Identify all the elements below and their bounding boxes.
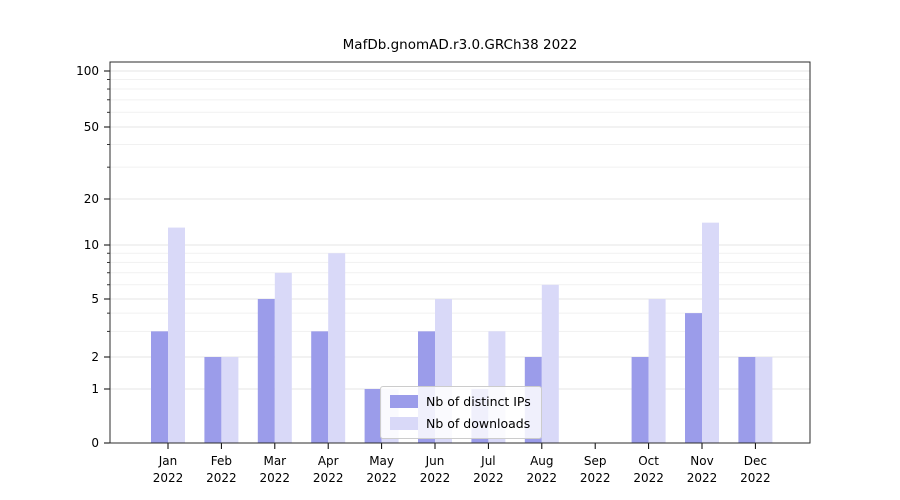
chart-legend: Nb of distinct IPs Nb of downloads bbox=[380, 386, 542, 439]
legend-item-distinct-ips: Nb of distinct IPs bbox=[390, 394, 531, 409]
y-tick-label: 5 bbox=[91, 292, 99, 306]
x-tick-label-year: 2022 bbox=[153, 471, 184, 485]
x-tick-label-month: Oct bbox=[638, 454, 659, 468]
x-tick-label-month: Feb bbox=[211, 454, 232, 468]
legend-label-downloads: Nb of downloads bbox=[426, 416, 531, 431]
legend-swatch-downloads bbox=[390, 417, 418, 430]
bar-downloads-jan bbox=[168, 227, 185, 443]
bar-downloads-dec bbox=[755, 357, 773, 443]
x-tick-label-year: 2022 bbox=[313, 471, 344, 485]
bar-downloads-nov bbox=[702, 222, 719, 443]
x-tick-label-month: Jan bbox=[158, 454, 178, 468]
bar-distinct-ips-nov bbox=[685, 313, 702, 443]
bar-distinct-ips-may bbox=[364, 389, 382, 443]
x-tick-label-year: 2022 bbox=[740, 471, 771, 485]
x-tick-label-month: Mar bbox=[263, 454, 286, 468]
bar-distinct-ips-dec bbox=[738, 357, 756, 443]
bar-downloads-mar bbox=[274, 272, 292, 443]
y-tick-label: 100 bbox=[76, 64, 99, 78]
x-tick-label-month: May bbox=[369, 454, 394, 468]
x-tick-label-year: 2022 bbox=[687, 471, 718, 485]
x-tick-label-month: Jul bbox=[480, 454, 495, 468]
bar-distinct-ips-mar bbox=[257, 299, 275, 443]
bar-distinct-ips-oct bbox=[631, 357, 649, 443]
bar-downloads-aug bbox=[541, 284, 559, 443]
bar-downloads-oct bbox=[648, 299, 666, 443]
x-tick-label-month: Apr bbox=[318, 454, 339, 468]
x-tick-label-year: 2022 bbox=[473, 471, 504, 485]
y-tick-label: 20 bbox=[84, 192, 99, 206]
bar-distinct-ips-jan bbox=[151, 331, 168, 443]
bar-distinct-ips-apr bbox=[311, 331, 329, 443]
x-tick-label-year: 2022 bbox=[420, 471, 451, 485]
x-tick-label-month: Sep bbox=[584, 454, 607, 468]
x-tick-label-year: 2022 bbox=[206, 471, 237, 485]
bar-distinct-ips-feb bbox=[204, 357, 222, 443]
bar-downloads-apr bbox=[328, 253, 346, 443]
x-tick-label-year: 2022 bbox=[366, 471, 397, 485]
legend-item-downloads: Nb of downloads bbox=[390, 416, 531, 431]
bar-downloads-feb bbox=[221, 357, 239, 443]
y-tick-label: 1 bbox=[91, 382, 99, 396]
x-tick-label-year: 2022 bbox=[527, 471, 558, 485]
x-tick-label-month: Dec bbox=[744, 454, 767, 468]
plot-frame bbox=[109, 61, 811, 444]
x-tick-label-month: Nov bbox=[690, 454, 713, 468]
x-tick-label-year: 2022 bbox=[260, 471, 291, 485]
x-tick-label-year: 2022 bbox=[580, 471, 611, 485]
legend-label-distinct-ips: Nb of distinct IPs bbox=[426, 394, 531, 409]
y-tick-label: 10 bbox=[84, 238, 99, 252]
y-tick-label: 2 bbox=[91, 350, 99, 364]
x-tick-label-year: 2022 bbox=[633, 471, 664, 485]
x-tick-label-month: Aug bbox=[530, 454, 553, 468]
axes: 0 1 2 5 10 20 50 100 Jan 2022 Feb 2022 Mar 2022 Apr 202… bbox=[76, 61, 811, 485]
x-tick-label-month: Jun bbox=[425, 454, 445, 468]
y-tick-label: 50 bbox=[84, 120, 99, 134]
chart-title: MafDb.gnomAD.r3.0.GRCh38 2022 bbox=[343, 37, 578, 53]
legend-swatch-distinct-ips bbox=[390, 395, 418, 408]
y-tick-label: 0 bbox=[91, 436, 99, 450]
